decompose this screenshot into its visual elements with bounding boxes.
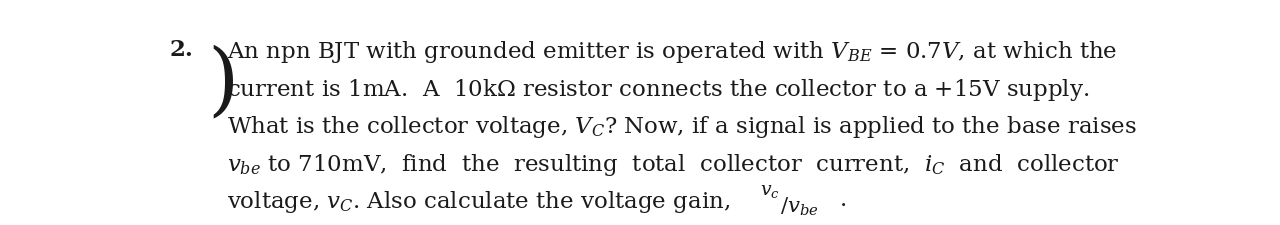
Text: An npn BJT with grounded emitter is operated with $V_{BE}$ = 0.7$V$, at which th: An npn BJT with grounded emitter is oper… <box>228 39 1117 65</box>
Text: current is 1mA.  A  10k$\Omega$ resistor connects the collector to a +15V supply: current is 1mA. A 10k$\Omega$ resistor c… <box>228 76 1089 102</box>
Text: 2.: 2. <box>170 39 193 61</box>
Text: $/v_{be}$: $/v_{be}$ <box>780 195 819 217</box>
Text: ): ) <box>207 44 239 122</box>
Text: $v_{be}$ to 710mV,  find  the  resulting  total  collector  current,  $i_C$  and: $v_{be}$ to 710mV, find the resulting to… <box>228 151 1120 177</box>
Text: voltage, $v_C$. Also calculate the voltage gain,: voltage, $v_C$. Also calculate the volta… <box>228 188 740 214</box>
Text: What is the collector voltage, $V_C$? Now, if a signal is applied to the base ra: What is the collector voltage, $V_C$? No… <box>228 114 1138 140</box>
Text: $v_c$: $v_c$ <box>760 181 780 199</box>
Text: .: . <box>840 188 847 210</box>
